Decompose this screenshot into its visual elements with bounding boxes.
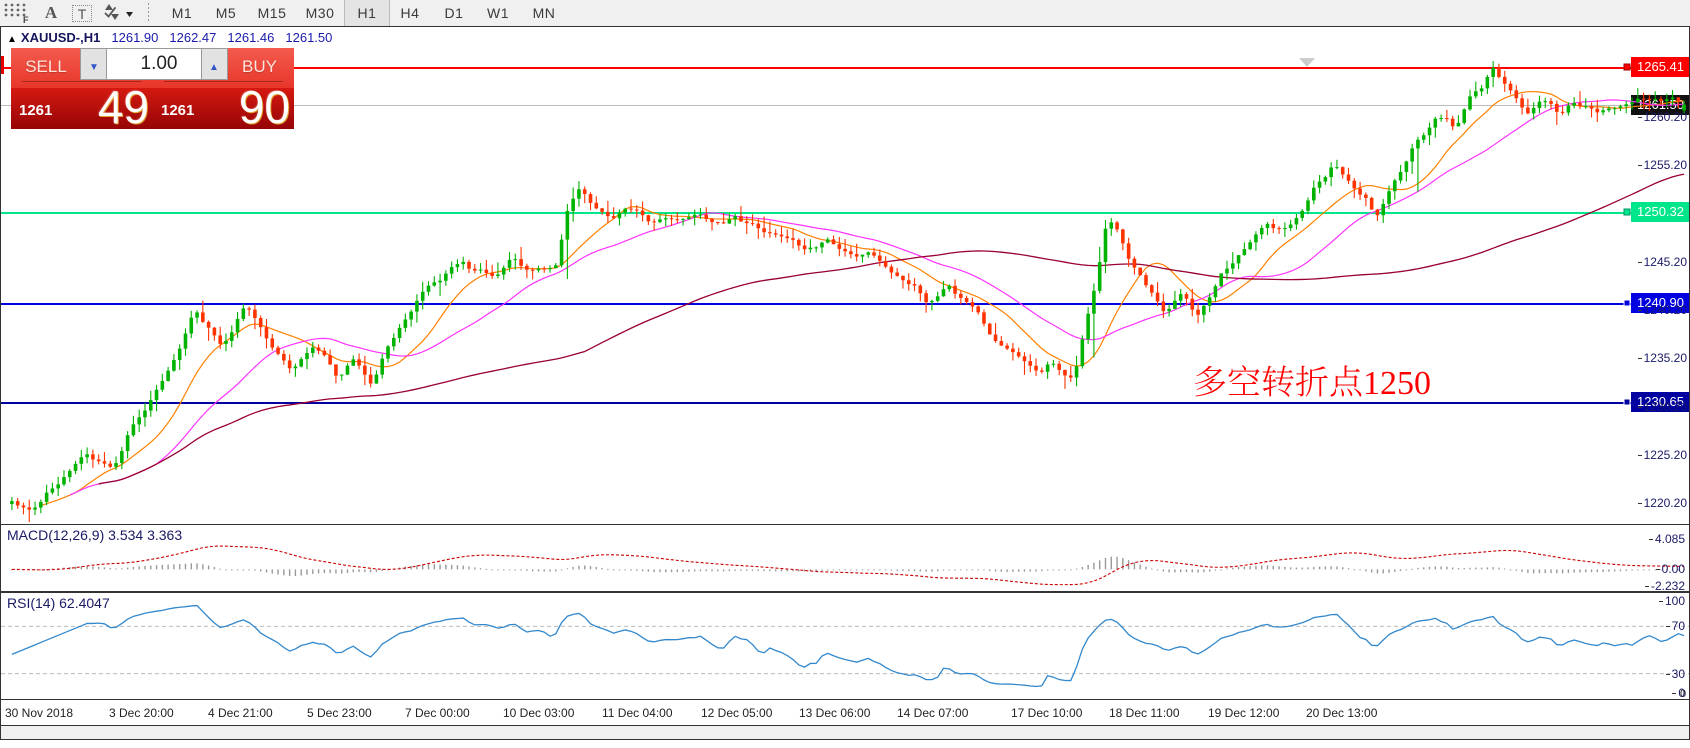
svg-text:F: F — [23, 15, 29, 23]
